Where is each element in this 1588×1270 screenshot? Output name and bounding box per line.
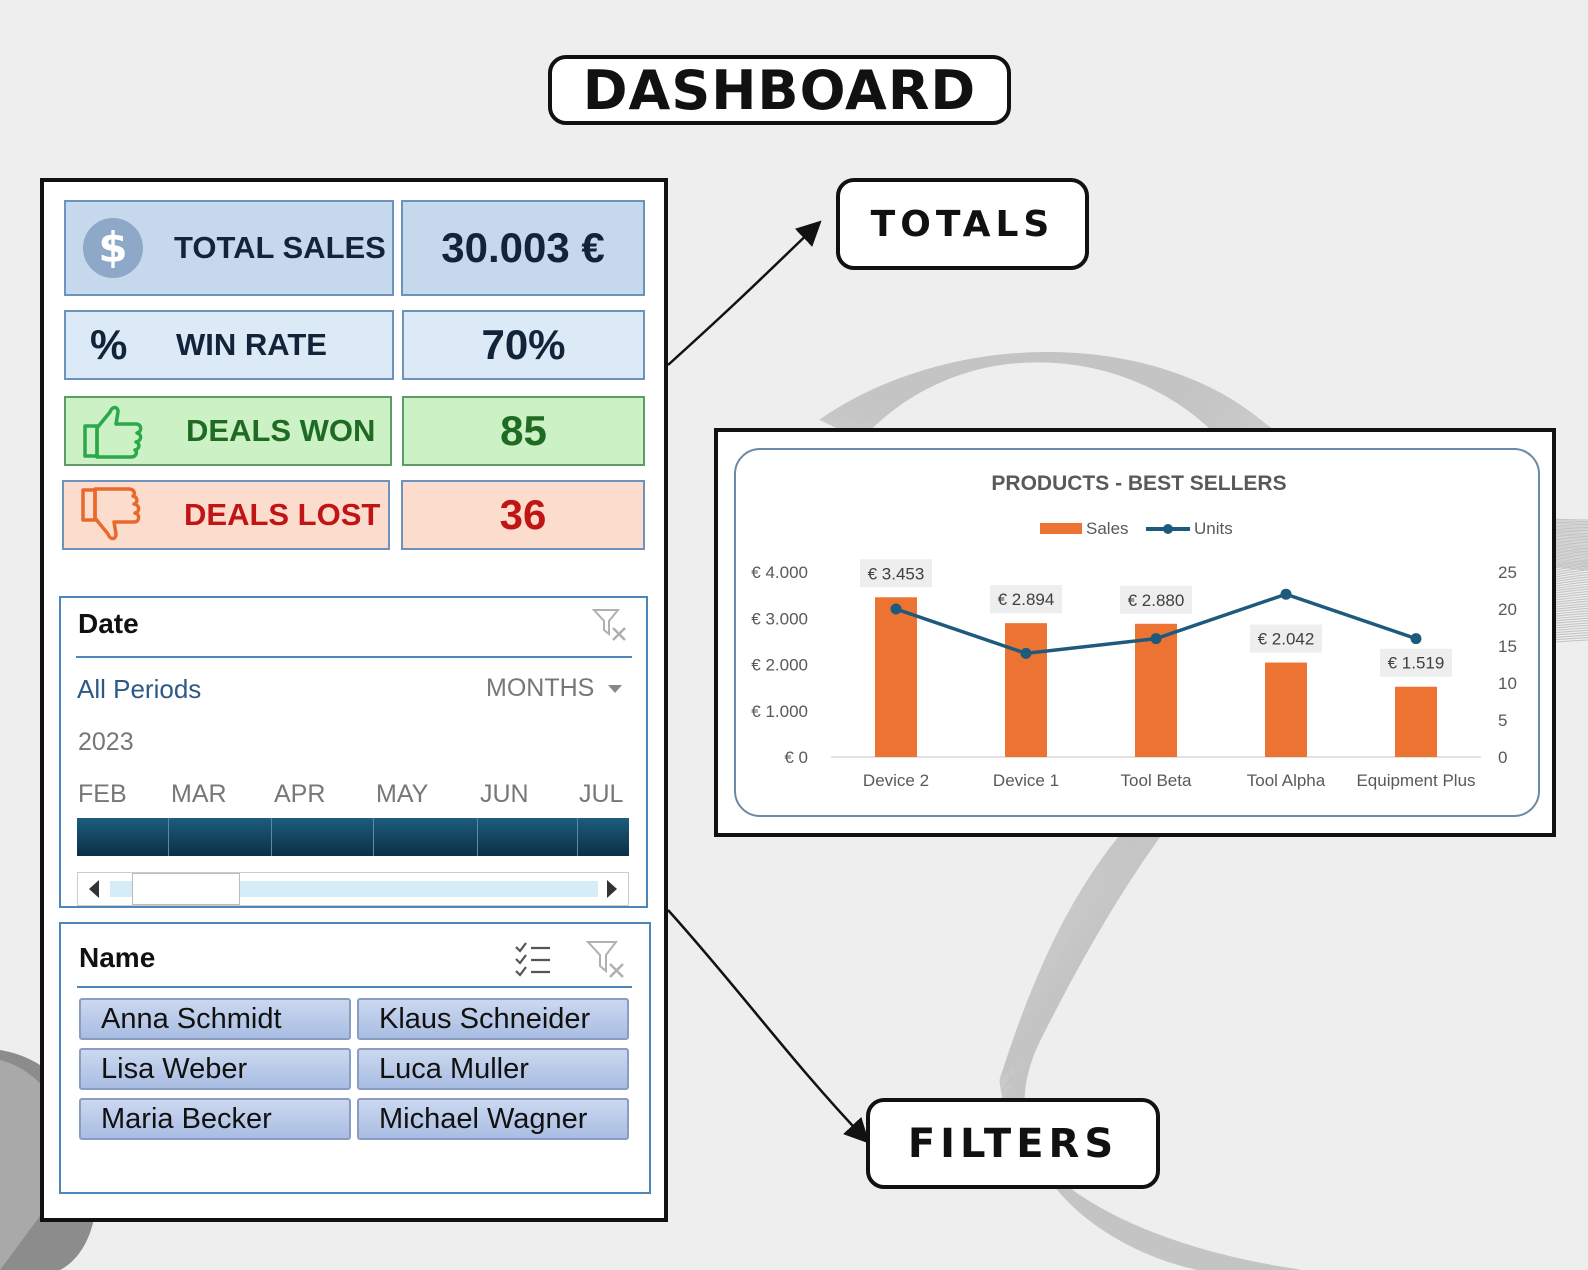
sales-bar[interactable]	[875, 597, 917, 757]
best-sellers-chart[interactable]: PRODUCTS - BEST SELLERS Sales Units € 0 € 1.…	[734, 448, 1540, 817]
data-label-background	[990, 585, 1062, 614]
chart-frame: PRODUCTS - BEST SELLERS Sales Units € 0 € 1.…	[714, 428, 1556, 837]
name-item-button[interactable]: Klaus Schneider	[357, 998, 629, 1040]
dollar-icon: $	[83, 218, 143, 278]
data-label-background	[1250, 624, 1322, 653]
scroll-right-button[interactable]	[596, 873, 628, 905]
date-slicer-divider	[76, 656, 632, 658]
y-axis-right-tick: 5	[1498, 711, 1507, 730]
y-axis-left-tick: € 0	[784, 748, 808, 767]
x-axis-tick: Equipment Plus	[1356, 771, 1475, 790]
scroll-left-button[interactable]	[78, 873, 110, 905]
name-item-button[interactable]: Luca Muller	[357, 1048, 629, 1090]
totals-callout: TOTALS	[836, 178, 1089, 270]
name-item-button[interactable]: Michael Wagner	[357, 1098, 629, 1140]
y-axis-left-tick: € 1.000	[751, 702, 808, 721]
x-axis-tick: Tool Alpha	[1247, 771, 1326, 790]
thumbs-down-icon	[81, 487, 141, 541]
filters-callout: FILTERS	[866, 1098, 1160, 1189]
svg-text:$: $	[98, 223, 127, 272]
year-label: 2023	[78, 728, 134, 756]
kpi-total-sales-value: 30.003 €	[401, 200, 645, 296]
month-label[interactable]: JUN	[480, 780, 529, 808]
y-axis-right-tick: 15	[1498, 637, 1517, 656]
month-label[interactable]: MAR	[171, 780, 227, 808]
scroll-thumb[interactable]	[132, 873, 240, 905]
y-axis-right-tick: 10	[1498, 674, 1517, 693]
data-label: € 2.880	[1128, 591, 1185, 610]
name-item-button[interactable]: Anna Schmidt	[79, 998, 351, 1040]
sales-bar[interactable]	[1265, 662, 1307, 757]
y-axis-right-tick: 20	[1498, 600, 1517, 619]
x-axis-tick: Tool Beta	[1121, 771, 1192, 790]
kpi-win-rate-value: 70%	[402, 310, 645, 380]
kpi-total-sales-label-card: $ TOTAL SALES	[64, 200, 394, 296]
legend-sales-label: Sales	[1086, 519, 1129, 538]
kpi-deals-lost-label-card: DEALS LOST	[62, 480, 390, 550]
kpi-deals-lost-value: 36	[401, 480, 645, 550]
data-label: € 3.453	[868, 564, 925, 583]
name-item-button[interactable]: Maria Becker	[79, 1098, 351, 1140]
clear-filter-icon[interactable]	[591, 606, 629, 644]
name-item-button[interactable]: Lisa Weber	[79, 1048, 351, 1090]
legend-units-label: Units	[1194, 519, 1233, 538]
sales-bar[interactable]	[1395, 686, 1437, 757]
units-point[interactable]	[890, 603, 902, 615]
units-point[interactable]	[1020, 647, 1032, 659]
kpi-deals-won-label-card: DEALS WON	[64, 396, 392, 466]
timeline-bar[interactable]	[77, 818, 629, 856]
chevron-left-icon	[89, 880, 99, 898]
kpi-deals-lost-label: DEALS LOST	[184, 497, 381, 532]
kpi-deals-won-label: DEALS WON	[186, 413, 376, 448]
y-axis-left-tick: € 2.000	[751, 656, 808, 675]
chart-title: PRODUCTS - BEST SELLERS	[991, 472, 1286, 495]
data-label: € 2.894	[998, 590, 1055, 609]
name-slicer-title: Name	[79, 942, 156, 973]
legend-units-marker	[1163, 524, 1173, 534]
month-label[interactable]: FEB	[78, 780, 127, 808]
all-periods-label: All Periods	[77, 674, 202, 704]
date-slicer-title: Date	[78, 608, 139, 639]
data-label-background	[860, 559, 932, 588]
time-level-value: MONTHS	[486, 674, 595, 702]
data-label-background	[1120, 585, 1192, 614]
y-axis-right-tick: 0	[1498, 748, 1507, 767]
units-point[interactable]	[1410, 633, 1422, 645]
y-axis-left-tick: € 3.000	[751, 609, 808, 628]
units-point[interactable]	[1280, 588, 1292, 600]
month-label[interactable]: APR	[274, 780, 326, 808]
legend-sales-swatch	[1040, 523, 1082, 534]
date-slicer: Date All Periods MONTHS 2023 FEB MAR APR…	[59, 596, 648, 908]
dashboard-title: DASHBOARD	[548, 55, 1011, 125]
chevron-right-icon	[607, 880, 617, 898]
data-label: € 1.519	[1388, 654, 1445, 673]
month-label[interactable]: JUL	[579, 780, 624, 808]
sales-bar[interactable]	[1135, 623, 1177, 757]
y-axis-left-tick: € 4.000	[751, 563, 808, 582]
name-slicer-divider	[77, 986, 632, 988]
kpi-total-sales-label: TOTAL SALES	[174, 230, 386, 265]
name-slicer: Name Anna Schmidt Klaus Schneider Lisa W…	[59, 922, 651, 1194]
dashboard-panel: $ TOTAL SALES 30.003 € % WIN RATE 70% DE…	[40, 178, 668, 1222]
chevron-down-icon	[608, 684, 623, 693]
timeline-scrollbar[interactable]	[77, 872, 629, 906]
thumbs-up-icon	[83, 405, 143, 459]
month-label[interactable]: MAY	[376, 780, 429, 808]
percent-icon: %	[90, 321, 128, 368]
data-label: € 2.042	[1258, 630, 1315, 649]
sales-bar[interactable]	[1005, 623, 1047, 757]
kpi-win-rate-label-card: % WIN RATE	[64, 310, 394, 380]
y-axis-right-tick: 25	[1498, 563, 1517, 582]
multi-select-icon[interactable]	[513, 940, 553, 980]
chart-canvas: PRODUCTS - BEST SELLERS Sales Units € 0 € 1.…	[751, 472, 1517, 790]
kpi-win-rate-label: WIN RATE	[176, 327, 327, 362]
units-point[interactable]	[1150, 633, 1162, 645]
time-level-dropdown[interactable]: MONTHS	[486, 674, 623, 703]
x-axis-tick: Device 2	[863, 771, 929, 790]
data-label-background	[1380, 648, 1452, 677]
x-axis-tick: Device 1	[993, 771, 1059, 790]
kpi-deals-won-value: 85	[402, 396, 645, 466]
clear-filter-icon[interactable]	[585, 938, 627, 980]
